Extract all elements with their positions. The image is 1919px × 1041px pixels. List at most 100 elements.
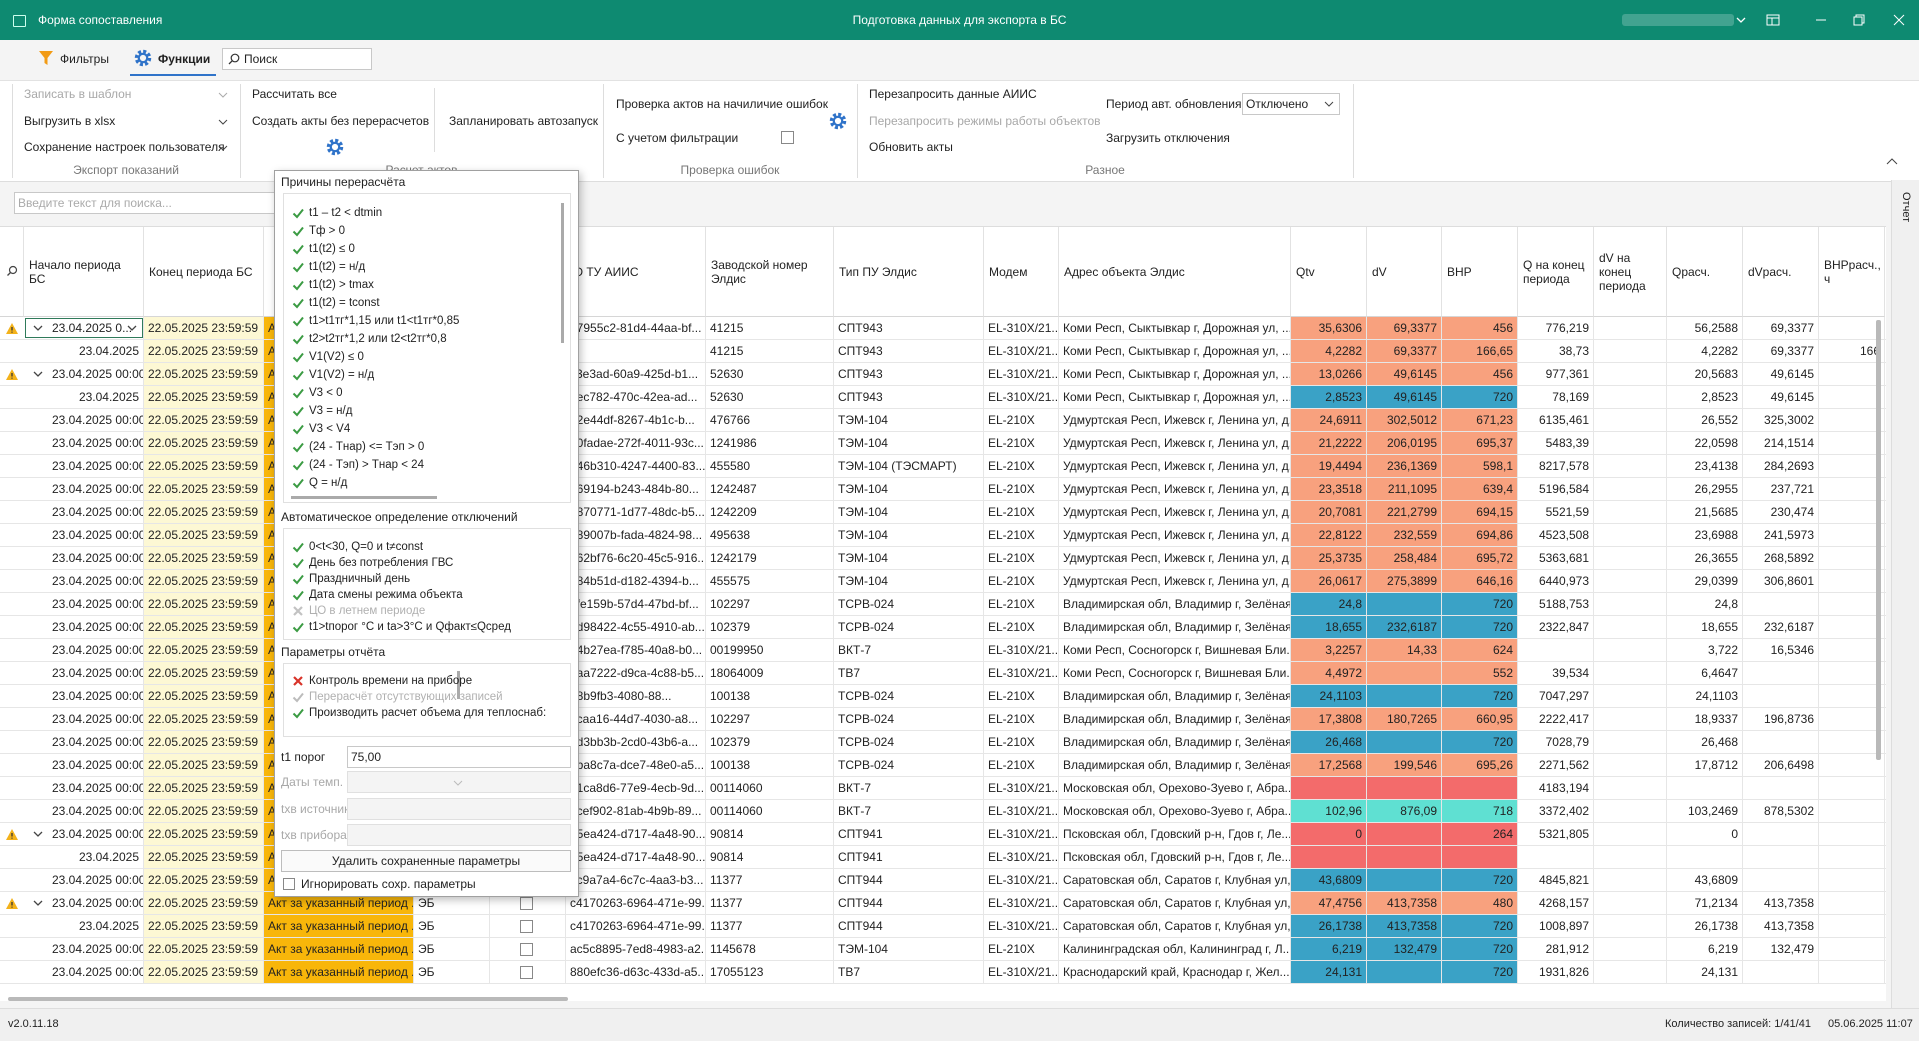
row-checkbox[interactable] [520, 920, 533, 933]
column-header[interactable]: Модем [984, 227, 1059, 317]
close-button[interactable] [1892, 13, 1906, 27]
check-settings-icon[interactable] [829, 112, 847, 130]
table-cell: 720 [1442, 938, 1518, 960]
column-header[interactable]: ID ТУ АИИС [566, 227, 706, 317]
column-header[interactable]: dV на конец периода [1594, 227, 1667, 317]
check-item[interactable]: Перерасчёт отсутствующих записей [309, 689, 503, 705]
load-outages-button[interactable]: Загрузить отключения [1106, 130, 1230, 146]
table-cell: 132,479 [1367, 938, 1442, 960]
request-modes-button[interactable]: Перезапросить режимы работы объектов [869, 113, 1101, 129]
check-item[interactable]: Q = н/д [309, 475, 347, 491]
cell-text: ВКТ-7 [838, 804, 871, 818]
table-cell: 206,6498 [1743, 754, 1819, 776]
table-cell: 23.04.2025 00:00... [24, 823, 144, 845]
column-header[interactable]: dVрасч. [1743, 227, 1819, 317]
vertical-scrollbar-thumb[interactable] [1876, 320, 1881, 760]
calculate-all-button[interactable]: Рассчитать все [252, 86, 337, 102]
check-item[interactable]: День без потребления ГВС [309, 555, 453, 571]
check-acts-button[interactable]: Проверка актов на начиличие ошибок [616, 96, 828, 112]
column-header[interactable]: dV [1367, 227, 1442, 317]
column-header[interactable]: Заводской номер Элдис [706, 227, 834, 317]
user-settings-button[interactable]: Сохранение настроек пользователя [24, 139, 225, 155]
table-row[interactable]: 23.04.2025 00:00...22.05.2025 23:59:59Ак… [0, 938, 1886, 961]
table-cell: 18064009 [706, 662, 834, 684]
table-cell: 100138 [706, 685, 834, 707]
table-cell: 41215 [706, 340, 834, 362]
schedule-autostart-button[interactable]: Запланировать автозапуск [449, 113, 598, 129]
table-cell: 35ea424-d717-4a48-90... [566, 823, 706, 845]
check-item[interactable]: Контроль времени на приборе [309, 673, 472, 689]
check-item[interactable]: 0<t<30, Q=0 и t≠const [309, 539, 423, 555]
column-header[interactable]: Q на конец периода [1518, 227, 1594, 317]
check-item[interactable]: V3 < V4 [309, 421, 350, 437]
collapse-ribbon[interactable] [1886, 157, 1898, 167]
check-item[interactable]: V3 = н/д [309, 403, 352, 419]
column-header[interactable]: Адрес объекта Элдис [1059, 227, 1291, 317]
tab-filters[interactable]: Фильтры [60, 51, 109, 67]
check-item[interactable]: V1(V2) = н/д [309, 367, 374, 383]
check-item[interactable]: t1 – t2 < dtmin [309, 205, 382, 221]
check-item[interactable]: t1>tпорог °С и ta>3°С и Qфакт≤Qсред [309, 619, 511, 635]
table-cell: c3e3ad-60a9-425d-b1... [566, 363, 706, 385]
horizontal-scrollbar-thumb[interactable] [8, 997, 568, 1001]
delete-params-button[interactable]: Удалить сохраненные параметры [281, 850, 571, 872]
check-state-icon [292, 315, 304, 327]
check-item[interactable]: Дата смены режима объекта [309, 587, 463, 603]
layout-button[interactable] [1766, 13, 1780, 27]
create-acts-button[interactable]: Создать акты без перерасчетов [252, 113, 429, 129]
tab-functions[interactable]: Функции [158, 51, 210, 67]
check-item[interactable]: t1(t2) = н/д [309, 259, 365, 275]
cell-text: 720 [1493, 597, 1513, 611]
check-item[interactable]: (24 - Тнар) <= Тэп > 0 [309, 439, 424, 455]
restore-button[interactable] [1852, 13, 1866, 27]
row-checkbox[interactable] [520, 966, 533, 979]
table-cell: 4523,508 [1518, 524, 1594, 546]
cell-text: 23.04.2025 0... [52, 321, 132, 335]
ignore-params-checkbox[interactable] [283, 878, 295, 890]
check-item[interactable]: t1(t2) = tconst [309, 295, 380, 311]
save-template-button[interactable]: Записать в шаблон [24, 86, 131, 102]
column-header[interactable]: Qрасч. [1667, 227, 1743, 317]
table-cell: 4183,194 [1518, 777, 1594, 799]
check-item[interactable]: (24 - Тэп) > Тнар < 24 [309, 457, 424, 473]
check-state-icon [292, 423, 304, 435]
side-panel [1891, 180, 1919, 1008]
row-checkbox[interactable] [520, 943, 533, 956]
cell-text: 23.04.2025 00:00... [52, 597, 144, 611]
check-item[interactable]: t1>t1тг*1,15 или t1<t1тг*0,85 [309, 313, 459, 329]
minimize-button[interactable] [1814, 13, 1828, 27]
cell-text: 26,552 [1701, 413, 1738, 427]
check-item[interactable]: Тф > 0 [309, 223, 345, 239]
export-xlsx-button[interactable]: Выгрузить в xlsx [24, 113, 115, 129]
check-item[interactable]: V1(V2) ≤ 0 [309, 349, 364, 365]
table-cell: Коми Респ, Сыктывкар г, Дорожная ул, ... [1059, 340, 1291, 362]
column-header[interactable]: Тип ПУ Элдис [834, 227, 984, 317]
cell-text: 456 [1493, 321, 1513, 335]
column-header[interactable]: Qtv [1291, 227, 1367, 317]
check-item[interactable]: t1(t2) > tmax [309, 277, 374, 293]
column-header[interactable]: Начало периода БС [24, 227, 144, 317]
record-count: Количество записей: 1/41/41 [1665, 1016, 1811, 1032]
check-item[interactable]: Производить расчет объема для теплоснаб: [309, 705, 546, 721]
row-checkbox[interactable] [520, 897, 533, 910]
check-item[interactable]: t2>t2тг*1,2 или t2<t2тг*0,8 [309, 331, 447, 347]
column-header[interactable]: ВНРрасч., ч [1819, 227, 1885, 317]
table-cell: СПТ944 [834, 915, 984, 937]
cell-text: 22.05.2025 23:59:59 [148, 919, 258, 933]
check-item[interactable]: V3 < 0 [309, 385, 343, 401]
table-cell [1442, 846, 1518, 868]
check-item[interactable]: t1(t2) ≤ 0 [309, 241, 355, 257]
table-cell: 22.05.2025 23:59:59 [144, 961, 264, 983]
check-item[interactable]: ЦО в летнем периоде [309, 603, 425, 619]
table-row[interactable]: 23.04.202522.05.2025 23:59:59Акт за указ… [0, 915, 1886, 938]
check-item[interactable]: Праздничный день [309, 571, 410, 587]
table-row[interactable]: 23.04.2025 00:00...22.05.2025 23:59:59Ак… [0, 961, 1886, 984]
column-header[interactable]: Конец периода БС [144, 227, 264, 317]
refresh-acts-button[interactable]: Обновить акты [869, 139, 953, 155]
filter-aware-checkbox[interactable] [781, 131, 794, 144]
column-header[interactable]: ВНР [1442, 227, 1518, 317]
request-aiis-button[interactable]: Перезапросить данные АИИС [869, 86, 1037, 102]
user-menu-chevron[interactable] [1736, 15, 1746, 25]
report-side-tab[interactable]: Отчет [1898, 192, 1914, 222]
calc-settings-icon[interactable] [326, 138, 344, 156]
